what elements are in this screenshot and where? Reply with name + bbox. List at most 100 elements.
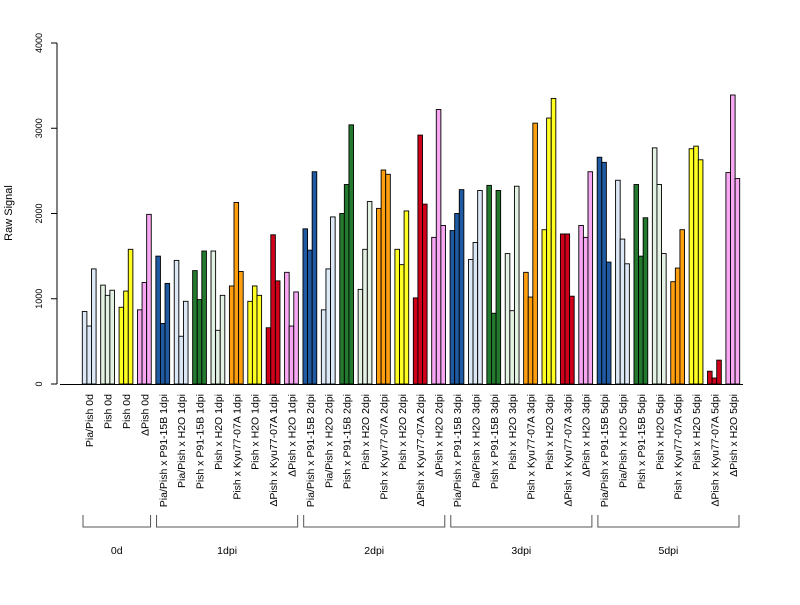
bar bbox=[109, 289, 115, 385]
group-brackets: 0d 1dpi 2dpi 3dpi 5dpi bbox=[82, 515, 740, 557]
bar bbox=[201, 250, 207, 385]
bar bbox=[661, 253, 667, 385]
bar bbox=[256, 294, 263, 385]
bar bbox=[146, 213, 152, 385]
bar bbox=[228, 285, 235, 385]
bar bbox=[532, 122, 538, 385]
bar bbox=[559, 233, 566, 385]
bar bbox=[468, 259, 474, 385]
category-label: ΔPish x Kyu77-07A 2dpi bbox=[415, 394, 427, 507]
bar bbox=[734, 178, 741, 385]
bar bbox=[118, 306, 125, 385]
bar bbox=[380, 169, 387, 385]
bar bbox=[362, 248, 368, 385]
bar bbox=[210, 250, 217, 385]
bar bbox=[587, 171, 594, 385]
bar bbox=[100, 284, 106, 385]
bar bbox=[730, 94, 736, 385]
category-label: Pia/Pish x H2O 2dpi bbox=[323, 394, 335, 488]
bar bbox=[458, 189, 465, 385]
bar bbox=[348, 124, 354, 385]
group-label: 5dpi bbox=[659, 545, 679, 557]
category-label: Pia/Pish x H2O 5dpi bbox=[617, 394, 629, 488]
bar bbox=[178, 335, 184, 385]
group-bracket bbox=[156, 515, 299, 528]
bar bbox=[422, 203, 428, 385]
bar bbox=[596, 156, 603, 385]
category-label: Pish x H2O 1dpi bbox=[213, 394, 225, 470]
bar bbox=[513, 185, 520, 385]
bar bbox=[81, 311, 88, 385]
bar bbox=[376, 207, 382, 385]
bar bbox=[219, 294, 226, 385]
bar bbox=[215, 329, 221, 385]
bar bbox=[274, 280, 281, 385]
bar bbox=[385, 173, 391, 385]
category-label: ΔPish x H2O 3dpi bbox=[581, 394, 593, 477]
bar bbox=[495, 190, 502, 385]
bar bbox=[164, 282, 171, 385]
bar bbox=[311, 171, 318, 385]
bar bbox=[251, 285, 258, 385]
bar bbox=[302, 228, 309, 385]
category-label: Pish x P91-15B 1dpi bbox=[195, 394, 207, 489]
category-label: ΔPish x Kyu77-07A 3dpi bbox=[562, 394, 574, 507]
bar bbox=[725, 172, 731, 385]
category-label: Pish x H2O 5dpi bbox=[654, 394, 666, 470]
category-label: Pia/Pish x P91-15B 3dpi bbox=[452, 394, 464, 507]
category-label: Pia/Pish x H2O 3dpi bbox=[470, 394, 482, 488]
y-tick-label: 4000 bbox=[34, 33, 44, 53]
bar bbox=[247, 300, 253, 385]
category-label: Pish x Kyu77-07A 2dpi bbox=[378, 394, 390, 500]
bar bbox=[527, 296, 534, 385]
bar bbox=[284, 271, 290, 385]
bar bbox=[307, 249, 313, 385]
bar bbox=[293, 291, 299, 385]
bar bbox=[265, 327, 272, 385]
bar bbox=[330, 216, 336, 385]
bar bbox=[601, 161, 607, 385]
y-tick-label: 3000 bbox=[34, 118, 44, 138]
bar bbox=[707, 370, 713, 385]
y-tick-label: 2000 bbox=[34, 203, 44, 223]
bar bbox=[238, 271, 244, 385]
bar bbox=[670, 281, 676, 385]
bar bbox=[578, 224, 584, 385]
bar bbox=[716, 359, 722, 385]
category-label: Pish x Kyu77-07A 1dpi bbox=[231, 394, 243, 500]
category-label: ΔPish x Kyu77-07A 5dpi bbox=[709, 394, 721, 507]
group-label: 3dpi bbox=[511, 545, 531, 557]
category-label: Pish x P91-15B 3dpi bbox=[489, 394, 501, 489]
y-axis-label: Raw Signal bbox=[3, 185, 15, 241]
bar bbox=[656, 184, 663, 385]
category-label: Pish x H2O 2dpi bbox=[360, 394, 372, 470]
bar bbox=[127, 248, 134, 385]
category-label: Pia/Pish x P91-15B 2dpi bbox=[305, 394, 317, 507]
bar bbox=[320, 309, 327, 385]
bar bbox=[486, 184, 492, 385]
bar bbox=[435, 109, 442, 385]
y-tick-label: 0 bbox=[34, 381, 44, 386]
bar bbox=[509, 310, 515, 385]
bar bbox=[288, 325, 295, 385]
category-label: Pia/Pish x P91-15B 1dpi bbox=[158, 394, 170, 507]
bar bbox=[86, 325, 92, 385]
bar bbox=[523, 271, 529, 385]
group-bracket bbox=[597, 515, 740, 528]
bar bbox=[141, 282, 148, 385]
category-label: Pish x Kyu77-07A 5dpi bbox=[673, 394, 685, 500]
bar bbox=[192, 270, 198, 385]
category-label: Pish 0d bbox=[103, 394, 115, 429]
category-label: Pish x Kyu77-07A 3dpi bbox=[526, 394, 538, 500]
bar bbox=[449, 230, 456, 385]
group-label: 2dpi bbox=[364, 545, 384, 557]
bar bbox=[541, 229, 548, 385]
bar bbox=[403, 210, 410, 385]
bars bbox=[81, 94, 741, 385]
category-label: Pia/Pish x H2O 1dpi bbox=[176, 394, 188, 488]
bar bbox=[697, 159, 704, 385]
bar bbox=[196, 299, 203, 385]
category-label: Pish x P91-15B 2dpi bbox=[342, 394, 354, 489]
category-label: Pia/Pish x P91-15B 5dpi bbox=[599, 394, 611, 507]
